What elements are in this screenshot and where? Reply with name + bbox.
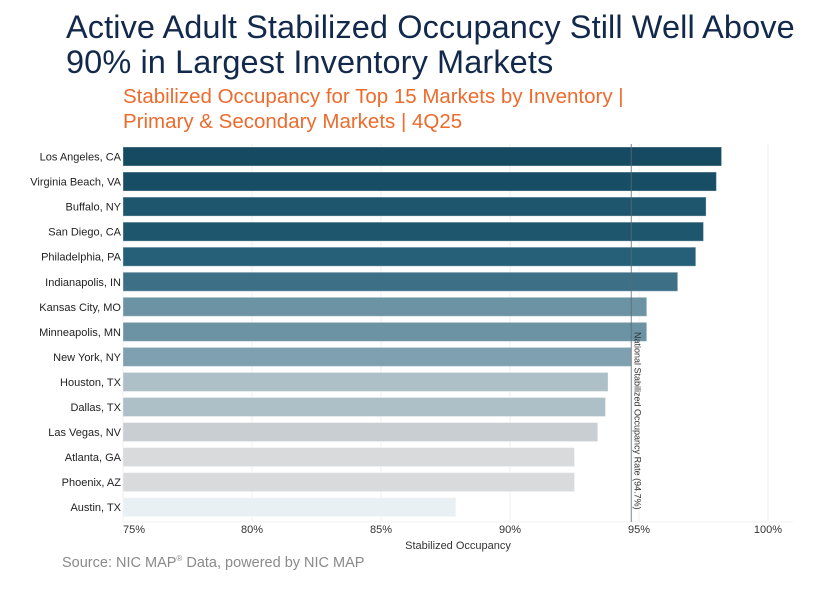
x-tick-label: 100% — [754, 524, 782, 536]
bars — [122, 146, 723, 518]
category-labels: Los Angeles, CA Virginia Beach, VA Buffalo… — [30, 152, 121, 515]
reference-line-group: National Stabilized Occupancy Rate (94.7… — [630, 144, 642, 522]
y-category-label: San Diego, CA — [48, 227, 121, 239]
y-category-label: Indianapolis, IN — [45, 277, 121, 289]
bar — [122, 146, 723, 167]
y-category-label: Kansas City, MO — [39, 302, 121, 314]
x-tick-label: 90% — [499, 524, 521, 536]
source-note: Source: NIC MAP® Data, powered by NIC MA… — [62, 554, 364, 571]
bar — [122, 397, 606, 417]
chart-title: Active Adult Stabilized Occupancy Still … — [66, 9, 795, 80]
x-tick-label: 80% — [241, 524, 263, 536]
bar — [122, 447, 575, 468]
y-category-label: Philadelphia, PA — [41, 252, 122, 264]
x-tick-label: 95% — [628, 524, 650, 536]
bar — [122, 296, 648, 317]
x-tick-label: 75% — [123, 524, 145, 536]
subtitle-line-2: Primary & Secondary Markets | 4Q25 — [123, 110, 463, 133]
subtitle-line-1: Stabilized Occupancy for Top 15 Markets … — [123, 85, 624, 108]
y-category-label: Buffalo, NY — [66, 202, 122, 214]
y-category-label: Austin, TX — [70, 502, 121, 514]
bar — [122, 371, 609, 392]
source-prefix: Source: NIC MAP — [62, 555, 177, 571]
bar — [122, 271, 679, 292]
bar — [122, 422, 599, 443]
y-category-label: Houston, TX — [60, 377, 122, 389]
reference-line-label: National Stabilized Occupancy Rate (94.7… — [632, 332, 642, 510]
y-category-label: Minneapolis, MN — [39, 327, 121, 339]
y-category-label: New York, NY — [53, 352, 122, 364]
chart-subtitle: Stabilized Occupancy for Top 15 Markets … — [123, 84, 723, 134]
bar — [122, 497, 457, 518]
bar — [122, 321, 648, 342]
x-axis-title: Stabilized Occupancy — [405, 540, 511, 552]
y-category-label: Phoenix, AZ — [62, 477, 122, 489]
x-tick-label: 85% — [370, 524, 392, 536]
y-category-label: Atlanta, GA — [65, 452, 122, 464]
bar — [122, 472, 575, 493]
bar — [122, 221, 704, 242]
bar — [122, 171, 717, 192]
y-category-label: Dallas, TX — [70, 402, 121, 414]
registered-mark: ® — [176, 554, 183, 563]
x-axis-ticks: 75% 80% 85% 90% 95% 100% — [123, 524, 782, 536]
bar — [122, 246, 697, 267]
y-category-label: Los Angeles, CA — [40, 152, 122, 164]
bar — [122, 346, 632, 367]
bar — [122, 196, 707, 217]
source-suffix: Data, powered by NIC MAP — [182, 555, 365, 571]
y-category-label: Virginia Beach, VA — [30, 177, 121, 189]
y-category-label: Las Vegas, NV — [48, 427, 121, 439]
